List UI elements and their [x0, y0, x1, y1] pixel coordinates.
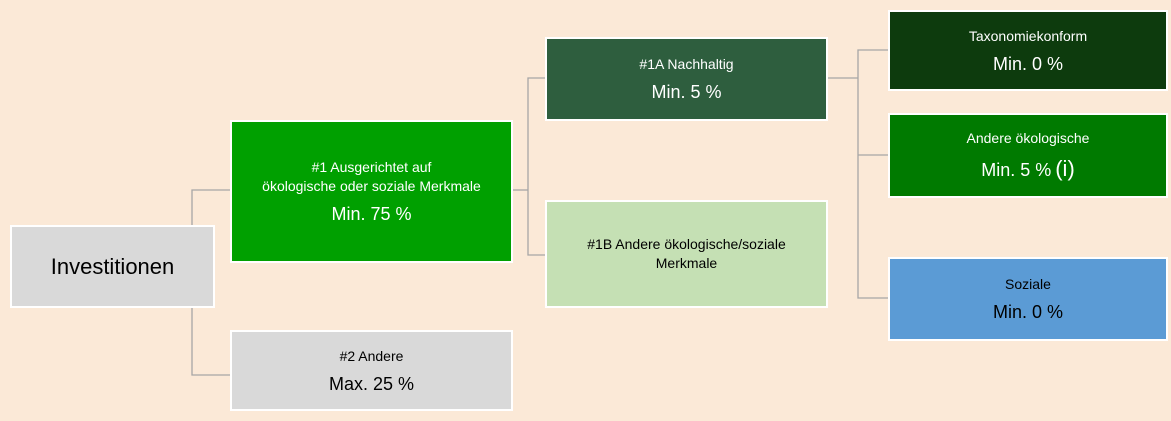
node-box: Soziale Min. 0 %	[888, 257, 1168, 341]
connector-lines	[191, 49, 888, 376]
node-value: Max. 25 %	[329, 374, 414, 395]
node-value: Min. 5 % (i)	[981, 156, 1075, 182]
node-box: #2 Andere Max. 25 %	[230, 330, 513, 411]
node-label: Taxonomiekonform	[968, 27, 1088, 44]
connector	[527, 77, 545, 256]
node-label: #1B Andere ökologische/soziale	[587, 236, 786, 252]
node-label: Soziale	[1005, 276, 1051, 292]
node-label: Investitionen	[50, 254, 175, 279]
node-label: ökologische oder soziale Merkmale	[262, 178, 481, 194]
node-value: Min. 5 %	[651, 82, 721, 103]
node-box: #1B Andere ökologische/soziale Merkmale	[545, 200, 828, 308]
node-box: #1 Ausgerichtet auf ökologische oder sozi…	[230, 120, 513, 263]
node-label: #2 Andere	[339, 347, 404, 364]
value-text: Min. 5 %	[651, 82, 722, 102]
node-label: #1A Nachhaltig	[639, 56, 734, 72]
node-value: Min. 0 %	[993, 54, 1063, 75]
node-label: #1 Ausgerichtet auf	[311, 159, 432, 175]
node-label: Andere ökologische	[966, 130, 1090, 146]
node-box: #1A Nachhaltig Min. 5 %	[545, 37, 828, 121]
node-box: Investitionen	[10, 225, 215, 308]
value-text: Min. 0 %	[992, 302, 1064, 322]
node-label: Merkmale	[655, 255, 718, 271]
value-text: Min. 0 %	[992, 53, 1064, 74]
node-value: Min. 0 %	[993, 302, 1063, 323]
connector	[857, 49, 888, 299]
connector	[191, 189, 230, 225]
node-box: Andere ökologische Min. 5 % (i)	[888, 113, 1168, 198]
connector	[191, 307, 230, 376]
value-text: Min. 75 %	[331, 204, 412, 224]
value-text: Min. 5 %	[981, 160, 1052, 180]
info-note: (i)	[1055, 156, 1075, 181]
node-value: Min. 75 %	[331, 204, 411, 225]
value-text: Max. 25 %	[328, 373, 415, 394]
node-box: Taxonomiekonform Min. 0 %	[888, 10, 1168, 91]
